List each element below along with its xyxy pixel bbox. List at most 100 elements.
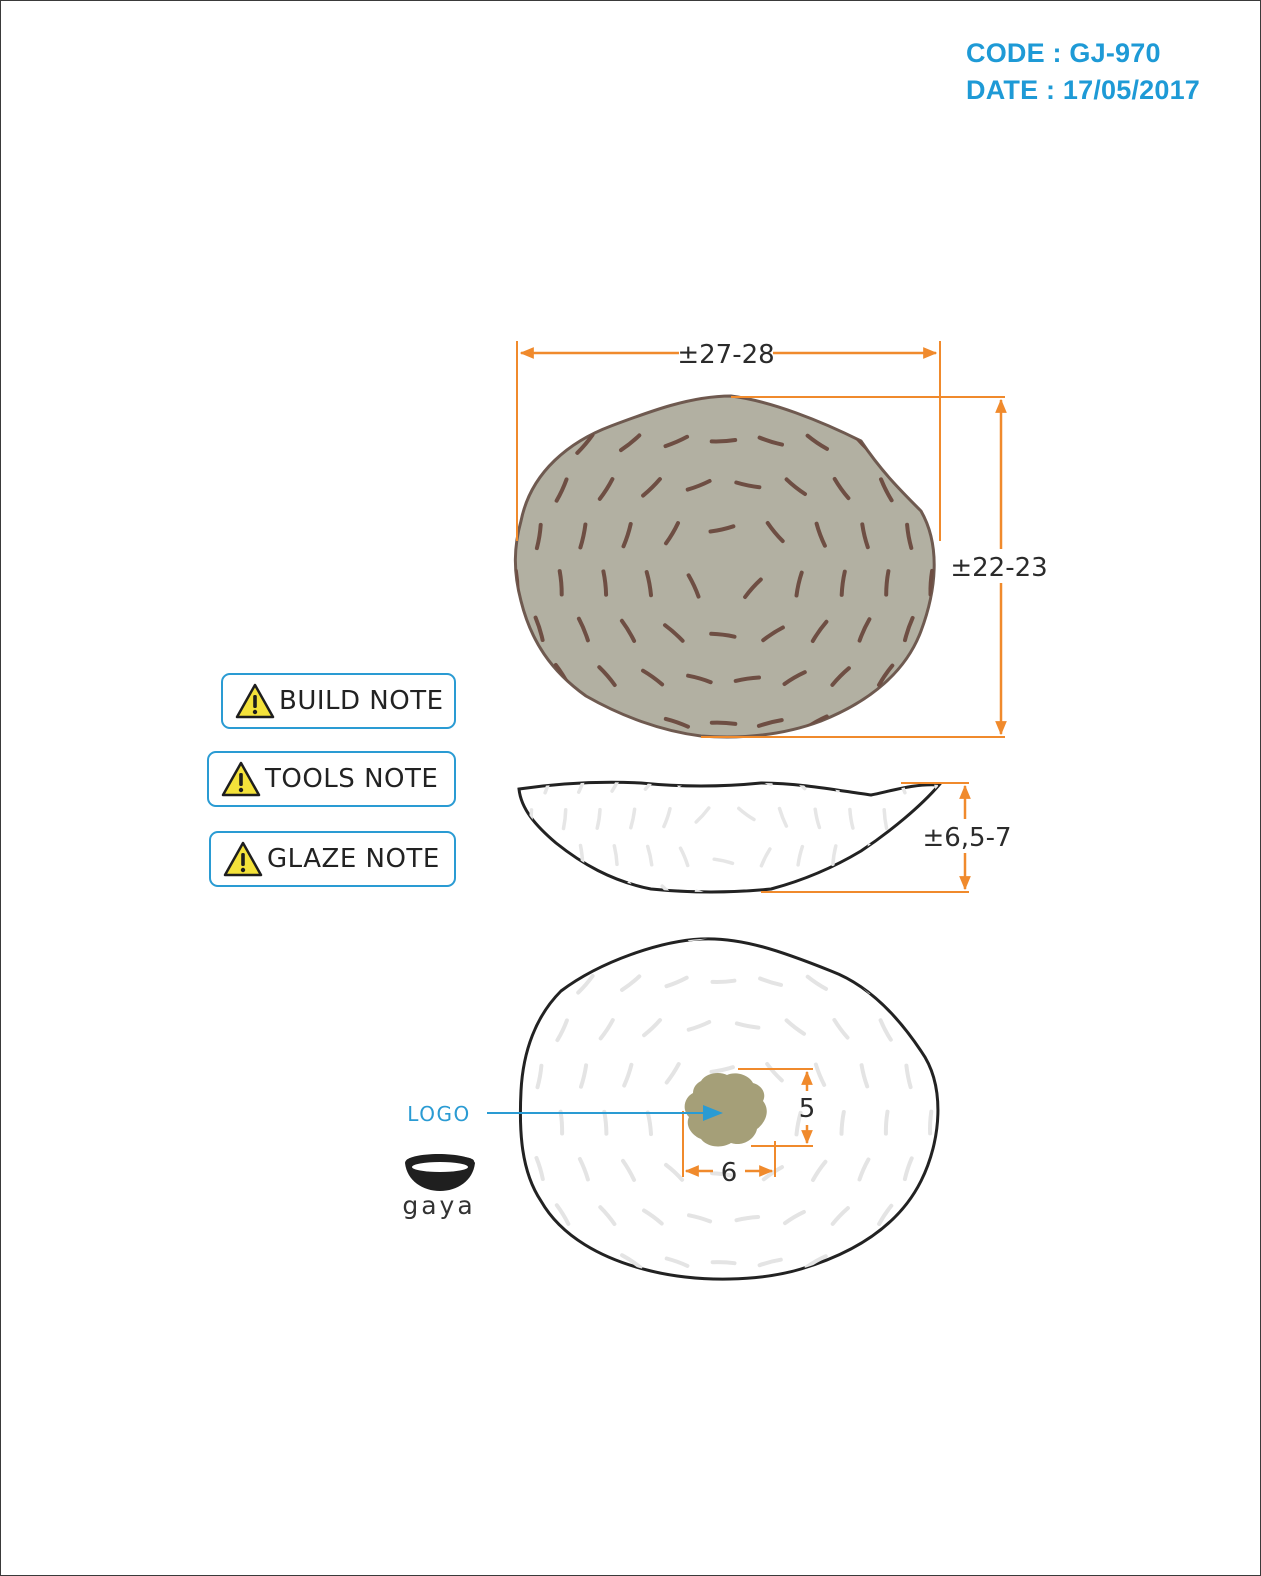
texture-mark bbox=[533, 615, 545, 642]
glaze-note-button[interactable]: GLAZE NOTE bbox=[209, 831, 456, 887]
texture-mark bbox=[557, 569, 564, 597]
texture-mark bbox=[794, 570, 804, 598]
texture-mark bbox=[862, 782, 874, 794]
texture-mark bbox=[620, 974, 642, 992]
texture-mark bbox=[579, 1063, 589, 1089]
texture-mark bbox=[512, 775, 517, 793]
glaze-note-label: GLAZE NOTE bbox=[267, 844, 440, 874]
texture-mark bbox=[827, 938, 850, 947]
texture-mark bbox=[810, 619, 829, 643]
texture-mark bbox=[526, 879, 535, 892]
header: CODE : GJ-970 DATE : 17/05/2017 bbox=[966, 35, 1200, 109]
texture-mark bbox=[710, 978, 737, 984]
brand-name: gaya bbox=[402, 1191, 476, 1220]
texture-mark bbox=[663, 623, 685, 643]
texture-mark bbox=[598, 938, 620, 948]
texture-mark bbox=[916, 808, 923, 831]
texture-mark bbox=[884, 569, 891, 597]
texture-mark bbox=[662, 806, 672, 829]
texture-mark bbox=[827, 396, 851, 407]
bottom-view-plate bbox=[518, 937, 940, 1281]
texture-mark bbox=[830, 1206, 850, 1226]
texture-mark bbox=[663, 434, 690, 449]
texture-mark bbox=[880, 879, 890, 892]
texture-mark bbox=[593, 880, 605, 892]
texture-mark bbox=[897, 709, 917, 731]
texture-mark bbox=[879, 477, 894, 503]
spec-date: DATE : 17/05/2017 bbox=[966, 75, 1201, 105]
texture-mark bbox=[796, 844, 805, 867]
texture-mark bbox=[645, 1110, 653, 1137]
texture-mark bbox=[765, 521, 785, 544]
texture-mark bbox=[813, 807, 822, 830]
texture-mark bbox=[660, 884, 677, 892]
texture-mark bbox=[905, 522, 914, 550]
texture-mark bbox=[877, 663, 895, 687]
logo-height-label: 5 bbox=[799, 1094, 816, 1124]
texture-mark bbox=[709, 1065, 735, 1074]
logo-width-label: 6 bbox=[721, 1158, 738, 1188]
top-plate-body bbox=[513, 394, 936, 739]
texture-mark bbox=[919, 938, 938, 951]
texture-mark bbox=[520, 938, 529, 952]
texture-mark bbox=[686, 673, 713, 685]
texture-mark bbox=[743, 577, 763, 599]
texture-mark bbox=[595, 807, 602, 830]
texture-mark bbox=[554, 938, 574, 950]
texture-mark bbox=[784, 477, 807, 496]
texture-mark bbox=[534, 522, 543, 551]
texture-mark bbox=[759, 847, 772, 868]
texture-mark bbox=[898, 974, 916, 996]
texture-mark bbox=[535, 1063, 544, 1090]
texture-mark bbox=[922, 662, 935, 687]
texture-mark bbox=[532, 974, 549, 997]
texture-mark bbox=[577, 1157, 590, 1182]
texture-mark bbox=[621, 1158, 636, 1182]
texture-mark bbox=[709, 438, 738, 444]
texture-mark bbox=[783, 1209, 806, 1226]
texture-mark bbox=[598, 1018, 615, 1041]
texture-mark bbox=[601, 569, 609, 597]
texture-mark bbox=[645, 844, 654, 867]
texture-mark bbox=[619, 618, 637, 643]
texture-mark bbox=[515, 661, 525, 687]
texture-mark bbox=[576, 974, 595, 995]
texture-mark bbox=[814, 521, 827, 548]
build-note-button[interactable]: BUILD NOTE bbox=[221, 673, 456, 729]
top-view-plate bbox=[513, 394, 936, 739]
texture-mark bbox=[708, 524, 736, 534]
texture-mark bbox=[784, 1018, 806, 1036]
texture-mark bbox=[734, 480, 762, 490]
texture-mark bbox=[553, 396, 574, 410]
texture-mark bbox=[678, 846, 690, 868]
texture-mark bbox=[924, 477, 935, 504]
texture-mark bbox=[709, 631, 737, 639]
texture-mark bbox=[857, 1157, 871, 1182]
texture-mark bbox=[578, 522, 588, 550]
warning-icon bbox=[235, 683, 275, 719]
texture-mark bbox=[878, 1018, 893, 1042]
texture-mark bbox=[752, 782, 773, 787]
texture-mark bbox=[915, 879, 924, 892]
texture-mark bbox=[686, 1020, 712, 1032]
tools-note-button[interactable]: TOOLS NOTE bbox=[207, 751, 456, 807]
texture-mark bbox=[873, 396, 895, 409]
texture-mark bbox=[832, 477, 851, 501]
texture-mark bbox=[686, 573, 701, 599]
texture-mark bbox=[544, 843, 551, 866]
top-dimension-lines: ±27-28 ±22-23 bbox=[516, 340, 1048, 738]
texture-mark bbox=[709, 720, 738, 726]
logo-callout-label: LOGO bbox=[407, 1102, 470, 1126]
texture-mark bbox=[813, 1062, 827, 1087]
texture-mark bbox=[554, 477, 569, 503]
texture-mark bbox=[857, 617, 872, 643]
texture-mark bbox=[532, 1248, 550, 1270]
bowl-logo-icon bbox=[405, 1154, 475, 1191]
texture-mark bbox=[928, 568, 935, 597]
texture-mark bbox=[851, 1251, 872, 1270]
texture-mark bbox=[715, 778, 734, 779]
texture-mark bbox=[520, 1201, 525, 1226]
depth-dimension-label: ±22-23 bbox=[950, 553, 1047, 583]
texture-mark bbox=[904, 1063, 913, 1090]
